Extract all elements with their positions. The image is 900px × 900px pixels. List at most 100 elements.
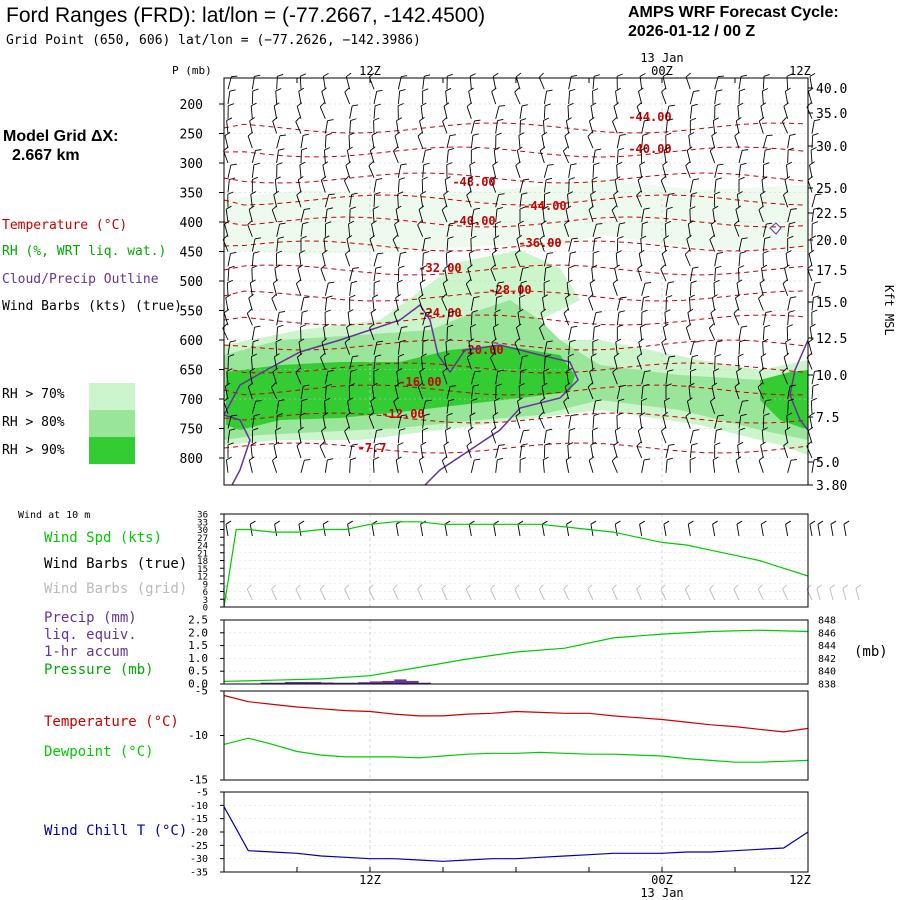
barb-flag (546, 428, 553, 431)
wind-barb (251, 339, 259, 355)
barb-flag (521, 280, 528, 284)
wind-barb (711, 131, 717, 149)
wind-barb (226, 368, 233, 385)
barb-flag (370, 308, 377, 313)
time-label-top: 00Z (651, 64, 673, 78)
wind-barb (759, 279, 766, 296)
barb-flag (637, 264, 643, 269)
wind-barb (714, 177, 722, 193)
surface-wind-barb (541, 520, 548, 537)
barb-flag (496, 295, 503, 298)
wind-barb (446, 134, 456, 149)
wind-barb (761, 264, 767, 282)
wind-barb (640, 235, 647, 252)
barb-flag (806, 441, 812, 447)
panel-tick-label: 12 (197, 573, 208, 583)
barb-staff (321, 91, 326, 105)
barb-staff (250, 105, 253, 119)
wind-barb (274, 176, 281, 193)
barb-flag (541, 220, 547, 225)
barb-flag (443, 190, 449, 196)
wind-barb (543, 103, 551, 119)
wind-barb (422, 162, 430, 178)
barb-flag (518, 220, 524, 225)
barb-flag (423, 413, 430, 417)
wind-barb (372, 206, 379, 223)
barb-flag (811, 309, 818, 313)
barb-flag (592, 339, 599, 343)
barb-flag (785, 520, 791, 525)
wind-barb (738, 176, 745, 193)
barb-flag (422, 88, 429, 92)
wind-barb (467, 426, 474, 444)
barb-staff (757, 386, 764, 400)
barb-flag (710, 308, 716, 314)
wind-barb (249, 117, 255, 134)
barb-staff (321, 253, 326, 267)
wind-barb (786, 412, 793, 429)
barb-staff (811, 194, 816, 208)
barb-staff (319, 445, 326, 459)
barb-flag (614, 264, 620, 269)
pressure-tick-label: 500 (180, 275, 203, 290)
barb-staff (738, 401, 743, 414)
barb-flag (735, 205, 742, 210)
barb-staff (443, 105, 448, 119)
wind-barb (250, 102, 257, 119)
barb-flag (737, 102, 744, 107)
height-axis-label: Kft MSL (882, 285, 896, 336)
wind-barb (442, 279, 449, 296)
barb-flag (587, 131, 593, 137)
barb-flag (417, 131, 423, 137)
wind-barb (368, 412, 375, 429)
barb-staff (737, 105, 740, 119)
barb-flag (782, 117, 787, 122)
barb-staff (251, 415, 255, 429)
barb-flag (304, 459, 311, 461)
wind-barb (275, 338, 282, 355)
barb-flag (541, 131, 548, 136)
barb-staff (494, 312, 497, 326)
barb-flag (733, 308, 739, 314)
barb-staff (541, 135, 545, 149)
wind-barb (249, 279, 256, 296)
barb-flag (423, 250, 430, 254)
barb-staff (515, 76, 521, 90)
barb-staff (494, 400, 497, 414)
barb-flag (444, 353, 450, 358)
wind-barb (495, 281, 505, 296)
barb-staff (470, 459, 475, 473)
barb-staff (714, 164, 719, 178)
temperature-contour (223, 216, 805, 228)
barb-staff (784, 268, 789, 282)
barb-flag (660, 264, 666, 270)
wind-barb (422, 148, 432, 164)
wind-barb (665, 443, 675, 459)
barb-flag (349, 294, 356, 298)
wind-barb (346, 235, 353, 252)
barb-flag (812, 132, 819, 136)
wind-barb (590, 102, 597, 119)
barb-flag (539, 234, 545, 240)
barb-staff (565, 459, 570, 473)
wind-barb (495, 118, 504, 134)
barb-flag (566, 520, 572, 525)
barb-flag (808, 249, 815, 254)
barb-staff (271, 588, 278, 601)
barb-flag (397, 442, 404, 446)
temperature-label: Temperature (°C) (44, 714, 179, 730)
wind-barb (494, 309, 501, 326)
barb-staff (441, 460, 448, 473)
barb-flag (498, 281, 505, 284)
barb-staff (686, 238, 691, 252)
height-tick-label: 12.5 (816, 332, 847, 347)
model-grid-label: Model Grid ΔX: (3, 128, 119, 145)
barb-flag (275, 88, 282, 92)
barb-flag (595, 399, 602, 402)
wind-barb (639, 412, 646, 429)
barb-flag (790, 208, 797, 210)
barb-flag (226, 368, 233, 372)
wind-barb (396, 117, 402, 134)
time-label-top: 12Z (359, 64, 381, 78)
barb-flag (590, 190, 596, 195)
